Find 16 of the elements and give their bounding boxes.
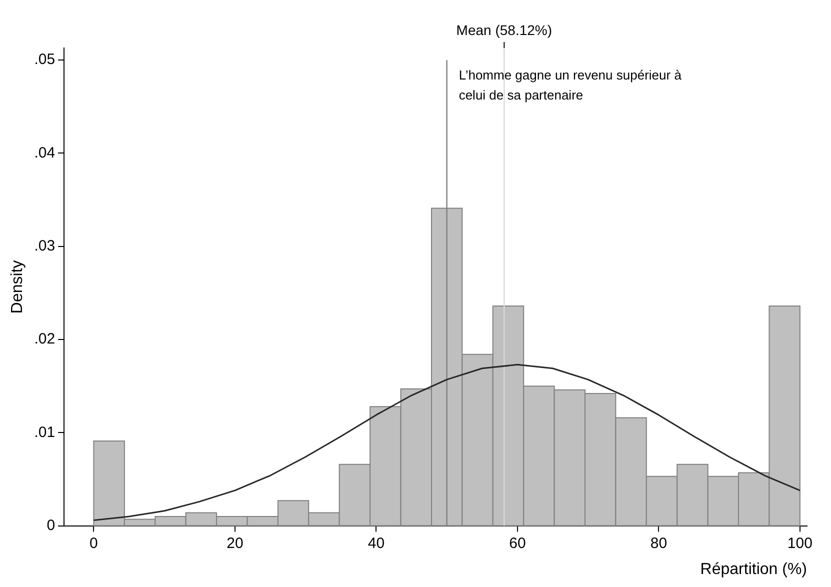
x-tick-label: 20 [226,534,244,552]
y-tick-label: .01 [34,424,56,441]
x-axis-title: Répartition (%) [700,560,807,578]
x-tick-label: 0 [90,534,98,552]
y-tick-label: .02 [34,330,56,348]
x-tick-label: 60 [509,534,526,552]
y-axis-title: Density [9,260,26,314]
x-tick-label: 80 [650,534,668,552]
x-tick-label: 100 [787,534,812,552]
ref-line-label: L’homme gagne un revenu supérieur à celui de sa partenaire [458,68,682,102]
y-tick-label: .03 [34,238,56,255]
y-tick-label: .04 [34,144,56,162]
y-tick-label: .05 [34,51,56,68]
ref-line-label: Mean (58.12%) [456,22,552,38]
y-tick-label: 0 [46,516,56,534]
x-tick-label: 40 [368,534,385,552]
